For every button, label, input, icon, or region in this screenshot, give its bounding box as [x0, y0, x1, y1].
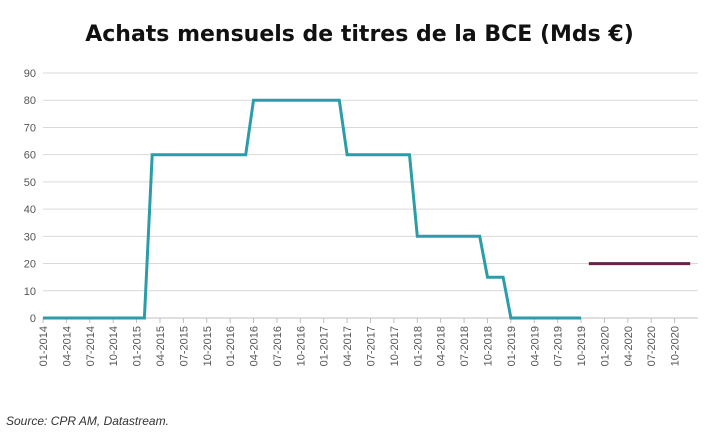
x-tick-label: 04-2014	[61, 326, 73, 366]
grid-lines	[43, 72, 698, 292]
x-tick-label: 04-2016	[249, 326, 261, 366]
x-tick-label: 04-2015	[155, 326, 167, 366]
y-tick-label: 20	[24, 259, 36, 271]
chart-title: Achats mensuels de titres de la BCE (Mds…	[85, 22, 634, 47]
x-tick-label: 07-2020	[646, 326, 658, 366]
series-lines	[42, 98, 691, 320]
source-note: Source: CPR AM, Datastream.	[6, 414, 169, 428]
y-tick-label: 30	[24, 231, 36, 243]
y-tick-label: 40	[24, 204, 36, 216]
x-tick-label: 01-2020	[599, 326, 611, 366]
x-tick-label: 01-2014	[38, 326, 50, 366]
x-tick-label: 10-2018	[482, 326, 494, 366]
x-tick-label: 10-2020	[670, 326, 682, 366]
y-tick-label: 10	[24, 286, 36, 298]
y-tick-label: 60	[24, 150, 36, 162]
y-tick-labels: 0 10 20 30 40 50 60 70 80 90	[24, 68, 36, 325]
x-tick-label: 04-2019	[529, 326, 541, 366]
x-tick-label: 04-2017	[342, 326, 354, 366]
axes	[42, 317, 698, 323]
y-tick-label: 70	[24, 122, 36, 134]
x-tick-label: 07-2018	[459, 326, 471, 366]
x-tick-label: 07-2014	[85, 326, 97, 366]
x-tick-label: 10-2015	[202, 326, 214, 366]
y-tick-label: 0	[30, 313, 36, 325]
x-tick-label: 10-2016	[295, 326, 307, 366]
x-tick-label: 01-2017	[319, 326, 331, 366]
x-tick-label: 01-2018	[412, 326, 424, 366]
x-tick-label: 10-2017	[389, 326, 401, 366]
x-tick-label: 01-2019	[506, 326, 518, 366]
x-tick-label: 04-2018	[436, 326, 448, 366]
x-tick-label: 07-2016	[272, 326, 284, 366]
x-tick-label: 10-2019	[576, 326, 588, 366]
series-line-1	[43, 98, 581, 320]
x-tick-label: 07-2017	[366, 326, 378, 366]
x-tick-label: 01-2015	[132, 326, 144, 366]
x-tick-labels: 01-2014 04-2014 07-2014 10-2014 01-2015 04-20…	[38, 326, 682, 366]
y-tick-label: 90	[24, 68, 36, 80]
x-tick-label: 04-2020	[623, 326, 635, 366]
x-tick-label: 10-2014	[108, 326, 120, 366]
x-tick-label: 07-2019	[553, 326, 565, 366]
x-tick-label: 07-2015	[178, 326, 190, 366]
y-tick-label: 50	[24, 177, 36, 189]
y-tick-label: 80	[24, 95, 36, 107]
x-tick-label: 01-2016	[225, 326, 237, 366]
